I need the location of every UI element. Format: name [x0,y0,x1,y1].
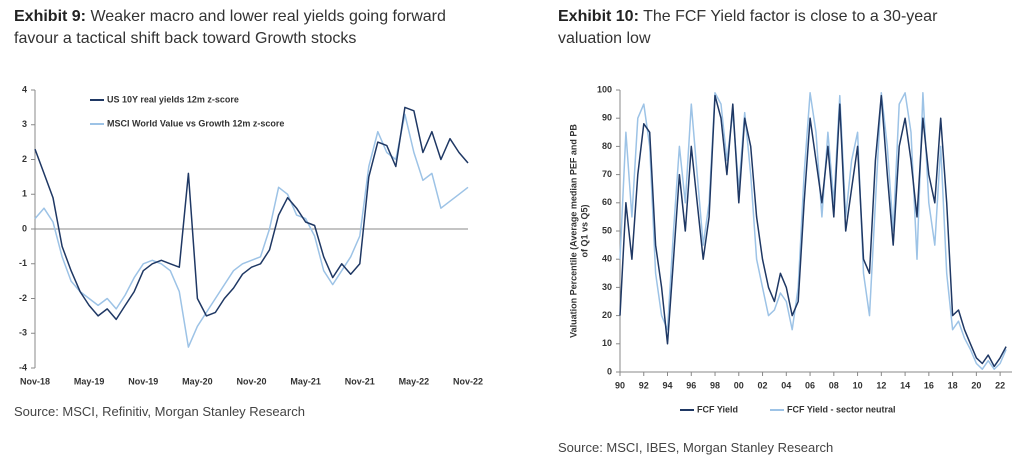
x-tick-label: May-19 [74,376,105,386]
exhibit-label: Exhibit 10: [558,8,639,25]
x-tick-label: 04 [781,380,791,390]
y-tick-label: 80 [602,141,612,151]
x-tick-label: Nov-20 [236,376,266,386]
x-tick-label: 20 [971,380,981,390]
exhibit-label: Exhibit 9: [14,8,87,25]
x-tick-label: 92 [639,380,649,390]
legend-label: FCF Yield - sector neutral [787,404,896,414]
title-text: Weaker macro and lower real yields going… [14,8,446,47]
y-tick-label: 3 [22,119,27,129]
series-line [34,113,469,348]
series-line [619,94,1007,368]
x-tick-label: Nov-21 [345,376,375,386]
x-tick-label: Nov-22 [453,376,483,386]
x-tick-label: 22 [995,380,1005,390]
x-tick-label: 18 [948,380,958,390]
y-tick-label: 2 [22,154,27,164]
x-tick-label: 98 [710,380,720,390]
x-tick-label: Nov-18 [20,376,50,386]
x-tick-label: 90 [615,380,625,390]
y-tick-label: 0 [607,366,612,376]
y-tick-label: 90 [602,113,612,123]
y-tick-label: 20 [602,310,612,320]
y-axis-label: Valuation Percentile (Average median PEF… [568,124,578,338]
legend-label: MSCI World Value vs Growth 12m z-score [107,118,284,128]
y-tick-label: 40 [602,254,612,264]
y-tick-label: -2 [19,293,27,303]
y-tick-label: 4 [22,84,27,94]
y-tick-label: 0 [22,223,27,233]
x-tick-label: 02 [758,380,768,390]
y-tick-label: -1 [19,258,27,268]
legend-label: US 10Y real yields 12m z-score [107,94,239,104]
x-tick-label: Nov-19 [128,376,158,386]
x-tick-label: May-20 [182,376,213,386]
chart-title: Exhibit 10: The FCF Yield factor is clos… [558,6,978,50]
x-tick-label: 00 [734,380,744,390]
x-tick-label: 96 [686,380,696,390]
y-tick-label: -3 [19,328,27,338]
x-tick-label: May-21 [290,376,321,386]
x-tick-label: 12 [876,380,886,390]
x-tick-label: 94 [663,380,673,390]
y-tick-label: 1 [22,189,27,199]
x-tick-label: May-22 [399,376,430,386]
x-tick-label: 14 [900,380,910,390]
source: Source: MSCI, IBES, Morgan Stanley Resea… [558,440,834,455]
y-axis-label: of Q1 vs Q5) [579,204,589,257]
y-tick-label: 10 [602,338,612,348]
chart-title: Exhibit 9: Weaker macro and lower real y… [14,6,494,50]
series-line [619,92,1007,370]
series-line [34,106,469,321]
legend-label: FCF Yield [697,404,738,414]
title-text: The FCF Yield factor is close to a 30-ye… [558,8,938,47]
y-tick-label: 100 [597,84,612,94]
y-tick-label: -4 [19,362,27,372]
y-tick-label: 30 [602,282,612,292]
x-tick-label: 06 [805,380,815,390]
x-tick-label: 16 [924,380,934,390]
y-tick-label: 70 [602,169,612,179]
x-tick-label: 08 [829,380,839,390]
y-tick-label: 50 [602,225,612,235]
source: Source: MSCI, Refinitiv, Morgan Stanley … [14,404,305,419]
y-tick-label: 60 [602,197,612,207]
x-tick-label: 10 [853,380,863,390]
